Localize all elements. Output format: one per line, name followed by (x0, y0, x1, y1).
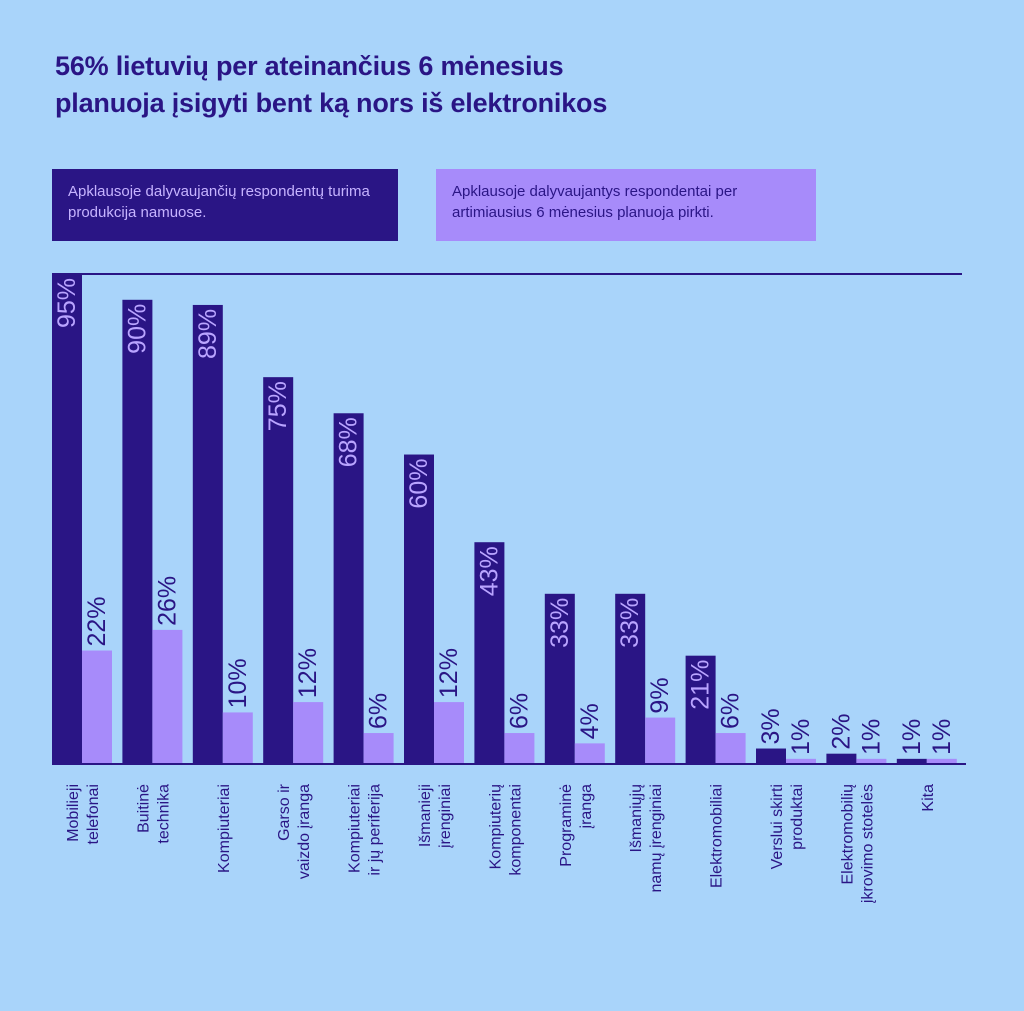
bar-plan-to-buy (82, 650, 112, 764)
data-label-owned: 95% (53, 278, 81, 328)
legend-owned: Apklausoje dalyvaujančių respondentų tur… (52, 169, 398, 241)
data-label-plan-to-buy: 1% (928, 719, 956, 755)
bar-plan-to-buy (715, 733, 746, 764)
category-label: Elektromobiliai (709, 784, 726, 888)
category-label: vaizdo įranga (296, 784, 313, 879)
data-label-plan-to-buy: 12% (294, 648, 322, 698)
data-label-owned: 90% (123, 304, 151, 354)
bar-plan-to-buy (434, 702, 464, 764)
category-label: Išmaniųjų (628, 784, 645, 853)
category-label: Kompiuterių (487, 784, 504, 869)
category-label: įkrovimo stotelės (859, 784, 876, 903)
bar-owned (544, 593, 575, 764)
category-label: Kita (920, 784, 937, 812)
data-label-owned: 60% (405, 459, 433, 509)
data-label-plan-to-buy: 1% (787, 719, 815, 755)
bar-plan-to-buy (363, 733, 394, 764)
data-label-plan-to-buy: 10% (224, 658, 252, 708)
category-label: Elektromobilių (839, 784, 856, 885)
bar-plan-to-buy (786, 758, 816, 764)
category-label: ir jų periferija (367, 784, 384, 876)
category-label: Verslui skirti (769, 784, 786, 869)
data-label-plan-to-buy: 9% (646, 677, 674, 713)
category-label: komponentai (507, 784, 524, 876)
category-label: technika (155, 784, 172, 844)
chart-title: 56% lietuvių per ateinančius 6 mėnesius … (55, 48, 775, 122)
bar-plan-to-buy (152, 629, 183, 764)
bar-owned (756, 748, 786, 764)
category-label: produktai (789, 784, 806, 850)
data-label-plan-to-buy: 1% (857, 719, 885, 755)
data-label-owned: 1% (898, 719, 926, 755)
chart-title-line-2: planuoja įsigyti bent ką nors iš elektro… (55, 88, 608, 118)
bar-plan-to-buy (574, 743, 605, 764)
bar-owned (685, 655, 716, 764)
data-label-plan-to-buy: 26% (153, 576, 181, 626)
data-label-owned: 3% (757, 708, 785, 744)
bar-plan-to-buy (856, 758, 887, 764)
data-label-owned: 21% (687, 660, 715, 710)
category-label: namų įrenginiai (648, 784, 665, 893)
category-label: telefonai (85, 784, 102, 845)
legend-plan-to-buy: Apklausoje dalyvaujantys respondentai pe… (436, 169, 816, 241)
data-label-plan-to-buy: 6% (365, 693, 393, 729)
category-label: Išmanieji (417, 784, 434, 847)
bar-owned (615, 593, 646, 764)
category-label: Buitinė (135, 784, 152, 833)
category-label: Kompiuteriai (216, 784, 233, 873)
bar-plan-to-buy (293, 702, 324, 764)
category-label: įranga (578, 784, 595, 829)
bar-owned (333, 413, 364, 764)
data-label-plan-to-buy: 12% (435, 648, 463, 698)
data-label-plan-to-buy: 6% (717, 693, 745, 729)
category-label: Mobilieji (65, 784, 82, 842)
bar-owned (404, 454, 434, 764)
bar-owned (192, 304, 223, 764)
bar-owned (474, 542, 505, 764)
chart-title-line-1: 56% lietuvių per ateinančius 6 mėnesius (55, 51, 564, 81)
bar-owned (896, 758, 927, 764)
data-label-owned: 33% (616, 598, 644, 648)
category-label: Garso ir (276, 783, 293, 841)
category-label: Kompiuteriai (347, 784, 364, 873)
data-label-plan-to-buy: 22% (83, 596, 111, 646)
data-label-owned: 75% (264, 381, 292, 431)
bar-owned (52, 274, 82, 764)
category-label: Programinė (558, 784, 575, 867)
data-label-owned: 2% (827, 714, 855, 750)
data-label-owned: 33% (546, 598, 574, 648)
data-label-owned: 68% (335, 417, 363, 467)
bar-plan-to-buy (504, 733, 535, 764)
bar-owned (122, 299, 153, 764)
data-label-plan-to-buy: 6% (505, 693, 533, 729)
bar-owned (263, 377, 294, 764)
bar-plan-to-buy (645, 717, 676, 764)
data-label-plan-to-buy: 4% (576, 703, 604, 739)
data-label-owned: 43% (475, 546, 503, 596)
bar-plan-to-buy (926, 758, 957, 764)
bar-owned (826, 753, 857, 764)
bar-plan-to-buy (222, 712, 253, 764)
category-label: įrenginiai (437, 784, 454, 848)
data-label-owned: 89% (194, 309, 222, 359)
